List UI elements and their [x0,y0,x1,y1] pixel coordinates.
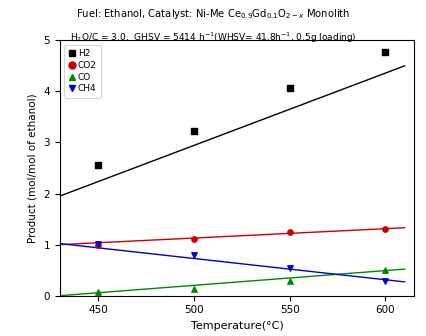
Point [190,286,197,291]
Point [190,236,197,242]
Y-axis label: Product (mol/mol of ethanol): Product (mol/mol of ethanol) [28,93,38,243]
Point [95,242,101,247]
Point [381,267,388,273]
Point [285,279,292,284]
Point [285,230,292,235]
Legend: H2, CO2, CO, CH4: H2, CO2, CO, CH4 [64,45,101,98]
Point [285,85,292,90]
Point [381,278,388,284]
Text: Fuel: Ethanol, Catalyst: Ni-Me Ce$_{0.9}$Gd$_{0.1}$O$_{2-x}$ Monolith: Fuel: Ethanol, Catalyst: Ni-Me Ce$_{0.9}… [76,7,350,21]
Point [285,265,292,271]
Point [190,253,197,258]
X-axis label: Temperature(°C): Temperature(°C) [190,321,283,331]
Point [381,226,388,232]
Point [95,163,101,168]
Point [95,241,101,247]
Point [190,129,197,134]
Text: H$_2$O/C = 3.0,  GHSV = 5414 h$^{-1}$(WHSV= 41.8h$^{-1}$, 0.5g loading): H$_2$O/C = 3.0, GHSV = 5414 h$^{-1}$(WHS… [70,30,356,45]
Point [381,49,388,55]
Point [95,289,101,295]
